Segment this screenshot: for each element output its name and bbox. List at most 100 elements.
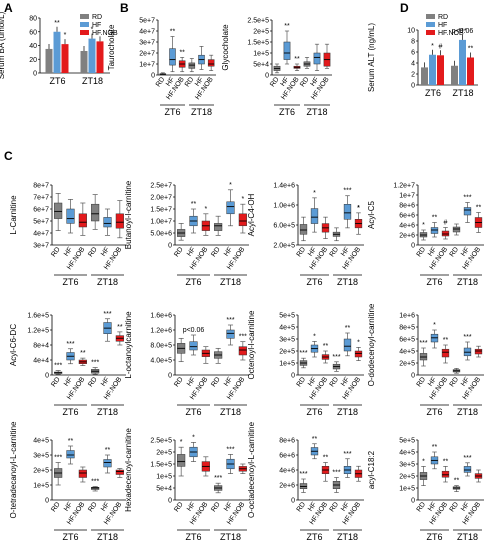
significance-marker: * [64,32,67,39]
y-tick-label: 2.0e+5 [273,243,295,250]
x-tick-label: HF [63,501,74,513]
x-tick-label: RD [416,376,428,388]
group-label: ZT18 [337,277,358,287]
significance-marker: * [313,190,316,197]
y-tick-label: 8 [411,39,415,46]
y-tick-label: 6e+6 [279,453,295,460]
group-label: ZT18 [457,532,478,542]
x-tick-label: RD [87,246,99,258]
significance-marker: *** [54,363,62,370]
group-label: ZT6 [426,407,442,417]
x-tick-label: HF [186,376,197,388]
y-tick-label: 6e+5 [399,337,415,344]
significance-marker: # [439,43,443,50]
group-label: ZT18 [220,532,241,542]
y-tick-label: 3e+5 [399,462,415,469]
x-tick-label: RD [296,376,308,388]
y-tick-label: 8e+5 [399,325,415,332]
box-rd-zt18 [214,223,223,231]
y-tick-label: 0 [168,498,172,505]
y-axis-label: Acyl-C6-DC [9,324,18,366]
x-tick-label: HF [223,246,234,258]
significance-marker: *** [463,195,471,202]
y-tick-label: 0 [168,243,172,250]
group-label: ZT6 [426,532,442,542]
box-rd-zt18 [452,226,461,233]
x-tick-label: RD [449,501,461,513]
y-tick-label: 1e+7 [399,193,415,200]
y-tick-label: 2e+5 [156,450,172,457]
y-axis-label: Octenoyl-l-carnitine [247,310,256,379]
panel-label: D [400,1,409,15]
x-tick-label: HF [307,501,318,513]
group-label: ZT6 [279,107,295,117]
y-tick-label: 10 [407,28,415,35]
significance-marker: ** [323,455,329,462]
x-tick-label: HF [63,246,74,258]
group-label: ZT18 [306,107,327,117]
box-hf-zt6 [283,41,291,60]
x-tick-label: RD [173,376,185,388]
x-tick-label: HF [310,76,321,88]
x-tick-label: HF [280,76,291,88]
box-hf-zt18 [226,201,235,215]
significance-marker: ** [170,29,176,36]
box-hf-zt18 [313,52,321,65]
legend-swatch-rd [80,14,89,19]
significance-marker: * [357,205,360,212]
y-tick-label: 0 [45,373,49,380]
significance-marker: *** [458,28,466,35]
legend-swatch-hfnob [426,30,435,35]
x-category-label: ZT18 [452,88,473,98]
y-tick-label: 0 [411,373,415,380]
y-tick-label: 1.2e+6 [150,328,172,335]
y-tick-label: 5e+5 [279,313,295,320]
box-hf-zt18 [103,217,112,228]
group-label: ZT6 [185,532,201,542]
y-tick-label: 2.5e+5 [150,438,172,445]
significance-marker: *** [91,479,99,486]
y-axis-label: L-octanoylcarnitine [124,311,133,379]
significance-marker: ** [294,56,300,63]
y-tick-label: 8.0e+5 [150,343,172,350]
group-label: ZT18 [337,532,358,542]
significance-marker: * [229,182,232,189]
significance-marker: *** [419,340,427,347]
box-rd-zt6 [299,224,308,235]
y-tick-label: 1.0e+6 [273,203,295,210]
y-tick-label: 1e+7 [139,62,155,69]
legend-label: HF.NOB [92,30,118,37]
x-tick-label: RD [87,376,99,388]
significance-marker: ** [68,438,74,445]
x-tick-label: RD [173,246,185,258]
y-tick-label: 0 [45,498,49,505]
group-label: ZT18 [337,407,358,417]
y-tick-label: 8e+4 [33,343,49,350]
box-hfnob-zt18 [207,59,215,67]
y-tick-label: 5e+7 [33,219,49,226]
y-tick-label: 2e+7 [139,51,155,58]
significance-marker: *** [332,470,340,477]
significance-marker: ** [117,324,123,331]
x-category-label: ZT6 [49,76,65,86]
y-axis-label: Glycocholate [221,24,230,71]
bar-hfnob-zt6 [61,44,69,73]
y-tick-label: 0 [33,71,37,78]
group-label: ZT6 [164,107,180,117]
x-tick-label: RD [210,501,222,513]
significance-marker: ** [454,478,460,485]
significance-marker: * [422,458,425,465]
x-tick-label: RD [87,501,99,513]
y-tick-label: 4e+5 [33,438,49,445]
y-axis-label: O-octadecenoyl-L-carnitine [247,421,256,518]
legend-label: HF.NOB [438,30,464,37]
significance-marker: *** [239,334,247,341]
box-hf-zt18 [343,204,352,220]
x-category-label: ZT18 [82,76,103,86]
box-hf-zt6 [66,450,75,459]
y-tick-label: 3e+7 [139,40,155,47]
x-tick-label: RD [50,376,62,388]
significance-marker: *** [66,341,74,348]
significance-marker: ** [312,436,318,443]
significance-marker: * [422,222,425,229]
